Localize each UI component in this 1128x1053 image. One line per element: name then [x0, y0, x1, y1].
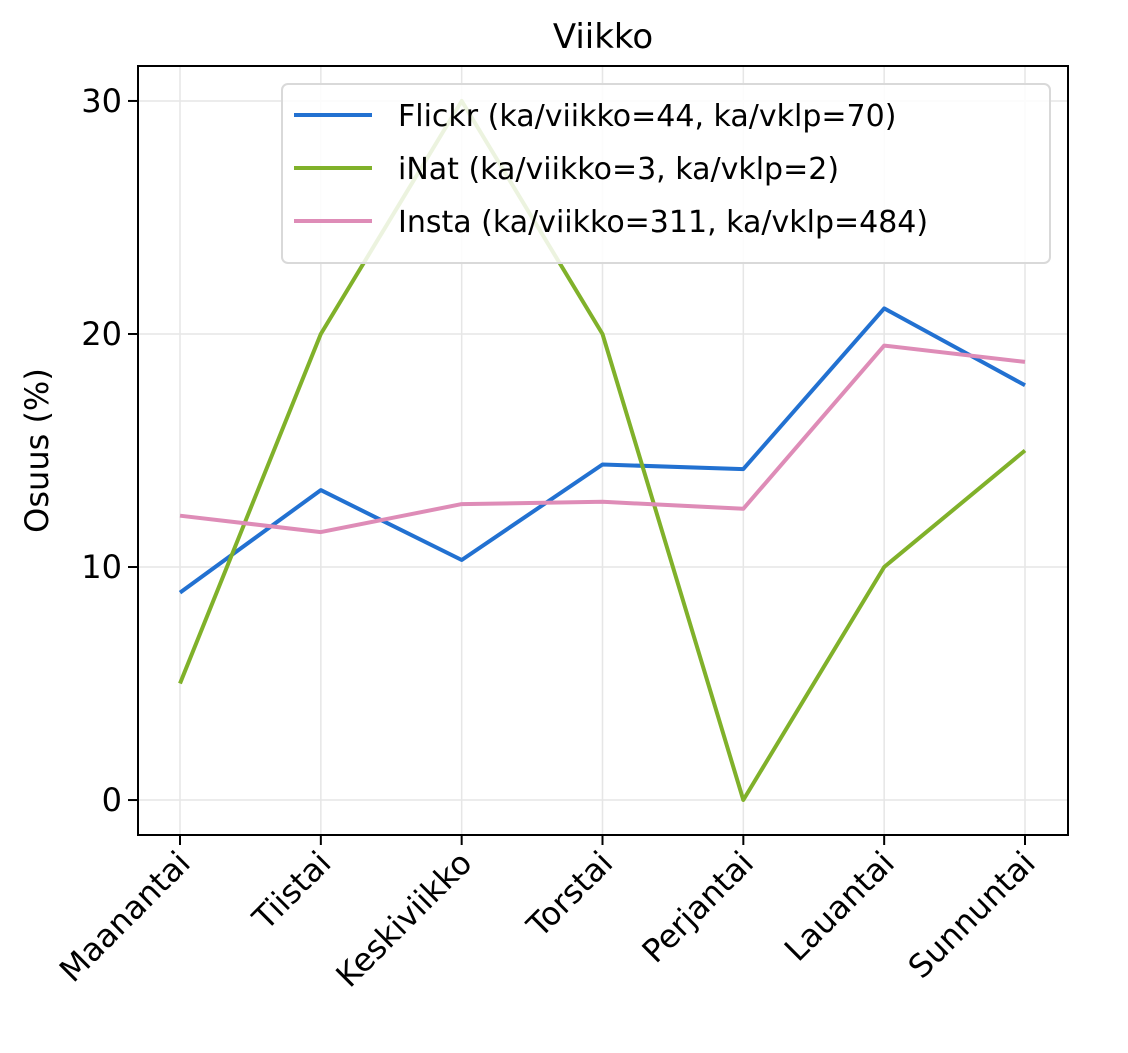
- legend-label: Flickr (ka/viikko=44, ka/vklp=70): [398, 99, 896, 134]
- y-tick-label: 30: [81, 82, 122, 120]
- series-line: [178, 99, 1027, 802]
- series-line: [179, 343, 1026, 535]
- chart-title: Viikko: [553, 17, 653, 57]
- series-lines: [178, 99, 1027, 802]
- legend-box: [281, 83, 1051, 264]
- y-tick-label: 20: [81, 315, 122, 353]
- legend-label: iNat (ka/viikko=3, ka/vklp=2): [398, 152, 839, 187]
- y-tick-label: 0: [102, 781, 122, 819]
- y-tick-label: 10: [81, 548, 122, 586]
- series-line: [178, 306, 1026, 595]
- legend-label: Insta (ka/viikko=311, ka/vklp=484): [398, 205, 928, 240]
- y-axis-label: Osuus (%): [18, 368, 56, 533]
- legend: Flickr (ka/viikko=44, ka/vklp=70) iNat (k…: [281, 83, 1051, 264]
